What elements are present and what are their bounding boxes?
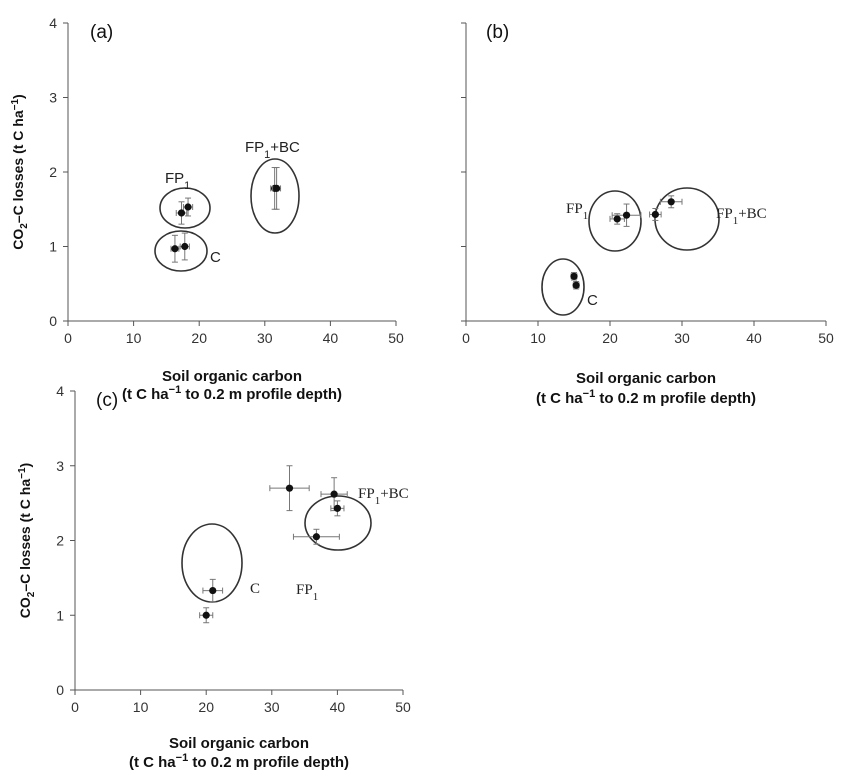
x-tick-label: 0 xyxy=(71,699,79,715)
data-point xyxy=(570,272,578,280)
data-point xyxy=(651,210,659,219)
y-tick-label: 2 xyxy=(56,533,64,549)
y-tick-label: 4 xyxy=(49,15,57,31)
data-point xyxy=(209,586,217,595)
data-point xyxy=(622,211,631,219)
x-tick-label: 10 xyxy=(133,699,149,715)
x-axis-subtitle: (t C ha−1 to 0.2 m profile depth) xyxy=(122,384,342,403)
x-tick-label: 40 xyxy=(323,330,339,346)
x-tick-label: 30 xyxy=(264,699,280,715)
group-outline-fp1-bc xyxy=(250,158,300,234)
group-outline-fp1 xyxy=(588,190,642,252)
y-tick-label: 3 xyxy=(56,458,64,474)
data-point xyxy=(285,484,294,492)
group-label: FP1 xyxy=(165,170,190,192)
x-tick-label: 50 xyxy=(388,330,404,346)
x-tick-label: 50 xyxy=(818,330,834,346)
panel-label: (a) xyxy=(90,22,113,43)
y-axis-title: CO2–C losses (t C ha−1) xyxy=(10,94,30,249)
x-tick-label: 20 xyxy=(191,330,207,346)
y-tick-label: 1 xyxy=(49,239,57,255)
x-tick-label: 20 xyxy=(198,699,214,715)
group-label: FP1 xyxy=(296,582,318,603)
group-label: FP1 xyxy=(566,201,588,222)
x-tick-label: 10 xyxy=(530,330,546,346)
x-tick-label: 20 xyxy=(602,330,618,346)
group-label: FP1+BC xyxy=(358,486,409,507)
x-tick-label: 30 xyxy=(674,330,690,346)
group-outline-fp1-bc xyxy=(304,495,372,551)
y-axis-title: CO2–C losses (t C ha−1) xyxy=(17,463,37,618)
group-label: FP1+BC xyxy=(716,206,767,227)
x-tick-label: 10 xyxy=(126,330,142,346)
data-point xyxy=(330,490,338,498)
data-point xyxy=(333,504,341,512)
error-bar xyxy=(611,203,642,227)
chart-panel-1: 0 10 20 30 40 50 0 1 2 3 4 (a) Soil organic carbon(t… xyxy=(10,15,404,403)
x-tick-label: 50 xyxy=(395,699,411,715)
group-label: C xyxy=(250,581,260,597)
group-label: C xyxy=(587,292,598,309)
group-outline-fp1-bc xyxy=(654,187,720,251)
x-axis-title: Soil organic carbon xyxy=(162,368,302,385)
data-point xyxy=(273,184,281,192)
data-point xyxy=(184,203,192,211)
data-point xyxy=(667,198,675,206)
y-tick-label: 2 xyxy=(49,164,57,180)
error-bar xyxy=(330,500,345,517)
group-outline-fp1 xyxy=(159,187,211,229)
chart-panel-2: 0 10 20 30 40 50 (b) Soil organic carbon(t C ha… xyxy=(461,22,834,407)
group-label: FP1+BC xyxy=(245,139,300,161)
data-point xyxy=(181,242,189,251)
y-tick-label: 0 xyxy=(49,313,57,329)
x-tick-label: 30 xyxy=(257,330,273,346)
error-bar xyxy=(269,465,310,512)
x-tick-label: 40 xyxy=(330,699,346,715)
x-tick-label: 0 xyxy=(64,330,72,346)
x-tick-label: 0 xyxy=(462,330,470,346)
data-point xyxy=(202,611,210,619)
y-tick-label: 0 xyxy=(56,682,64,698)
x-tick-label: 40 xyxy=(746,330,762,346)
x-axis-title: Soil organic carbon xyxy=(576,370,716,387)
data-point xyxy=(312,533,321,541)
group-outline-c xyxy=(541,258,585,316)
x-axis-subtitle: (t C ha−1 to 0.2 m profile depth) xyxy=(536,388,756,407)
x-axis-subtitle: (t C ha−1 to 0.2 m profile depth) xyxy=(129,752,349,771)
data-point xyxy=(177,209,186,217)
data-point xyxy=(171,245,179,253)
y-tick-label: 1 xyxy=(56,607,64,623)
y-tick-label: 3 xyxy=(49,90,57,106)
x-axis-title: Soil organic carbon xyxy=(169,735,309,752)
group-outline-c xyxy=(154,230,208,272)
group-label: C xyxy=(210,249,221,266)
panel-label: (b) xyxy=(486,22,509,43)
data-point xyxy=(572,281,580,289)
y-tick-label: 4 xyxy=(56,383,64,399)
panel-label: (c) xyxy=(96,390,118,411)
data-point xyxy=(613,215,621,223)
